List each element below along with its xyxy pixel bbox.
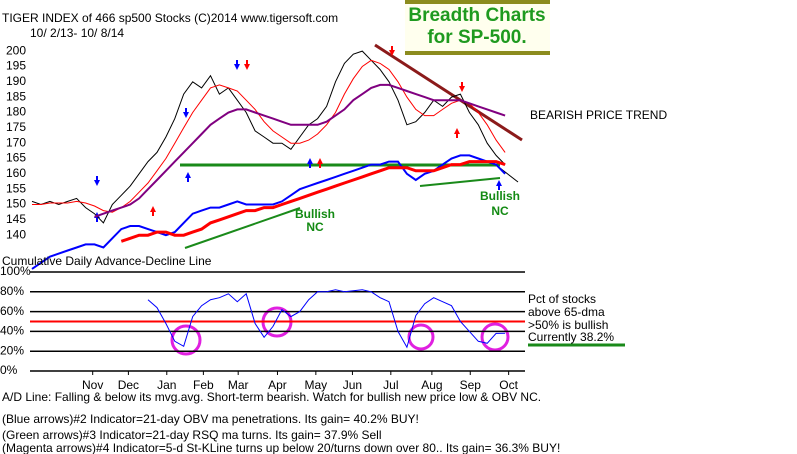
x-tick-label: Apr [268,378,287,392]
x-tick-label: Jun [343,378,362,392]
y-tick-label: 140 [6,227,26,241]
note: (Blue arrows)#2 Indicator=21-day OBV ma … [2,412,419,426]
annotation: Bullish [295,207,335,221]
trend-line [184,207,301,249]
series-line [120,160,506,243]
arrow [454,128,460,138]
annotation: Currently 38.2% [528,330,614,344]
arrow [94,176,100,186]
y-tick-label: 160 [6,166,26,180]
note: (Green arrows)#3 Indicator=21-day RSQ ma… [2,428,382,442]
arrow [244,60,250,70]
annotation: Pct of stocks [528,292,596,306]
arrow [459,82,465,92]
y-tick-label: 165 [6,151,26,165]
arrow [185,172,191,182]
arrow [183,108,189,118]
series-line [31,50,506,224]
y-tick-label: 180 [6,105,26,119]
series-line [31,154,506,270]
headline-bar [405,0,550,4]
headline: for SP-500. [427,27,526,48]
y-tick-label: 190 [6,74,26,88]
bearish-trend-line [374,43,523,142]
signal-circle [170,324,202,356]
y-tick-label: 195 [6,59,26,73]
annotation: NC [491,204,509,218]
y-tick-label: 185 [6,89,26,103]
y-tick-label: 200 [6,43,26,57]
arrow [150,206,156,216]
y-tick-label: 100% [0,264,31,278]
x-tick-label: Oct [499,378,518,392]
x-tick-label: Nov [82,378,103,392]
signal-circle [407,323,435,351]
signal-circle [480,322,510,352]
headline-bar [405,51,550,55]
arrow [234,60,240,70]
annotation: BEARISH PRICE TREND [530,108,667,122]
signal-arrows [94,46,502,222]
series-line [94,83,506,218]
y-tick-label: 150 [6,197,26,211]
arrow [317,158,323,168]
note: (Magenta arrows)#4 Indicator=5-d St-KLin… [2,441,560,454]
chart-subtitle: 10/ 2/13- 10/ 8/14 [30,26,124,40]
y-tick-label: 60% [0,304,24,318]
y-tick-label: 40% [0,324,24,338]
y-tick-label: 170 [6,135,26,149]
x-tick-label: May [305,378,328,392]
x-tick-label: Feb [193,378,214,392]
trend-line [419,177,501,187]
arrow [307,158,313,168]
arrow [496,180,502,190]
annotation: NC [306,220,324,234]
series-line [147,289,506,349]
x-tick-label: Aug [421,378,442,392]
y-tick-label: 155 [6,181,26,195]
x-tick-label: Sep [460,378,482,392]
x-tick-label: Jul [383,378,398,392]
arrow [389,46,395,56]
y-tick-label: 0% [0,363,18,377]
chart-title: TIGER INDEX of 466 sp500 Stocks (C)2014 … [2,11,338,25]
y-tick-label: 20% [0,343,24,357]
x-tick-label: Jan [157,378,176,392]
x-tick-label: Mar [228,378,249,392]
y-tick-label: 80% [0,284,24,298]
headline: Breadth Charts [408,5,545,26]
annotation: above 65-dma [528,305,605,319]
x-tick-label: Dec [118,378,139,392]
headline-box [405,0,550,55]
annotation: Cumulative Daily Advance-Decline Line [2,254,212,268]
note: A/D Line: Falling & below its mvg.avg. S… [2,390,541,404]
y-tick-label: 145 [6,212,26,226]
annotation: >50% is bullish [528,318,608,332]
annotation: Bullish [480,189,520,203]
y-tick-label: 175 [6,120,26,134]
